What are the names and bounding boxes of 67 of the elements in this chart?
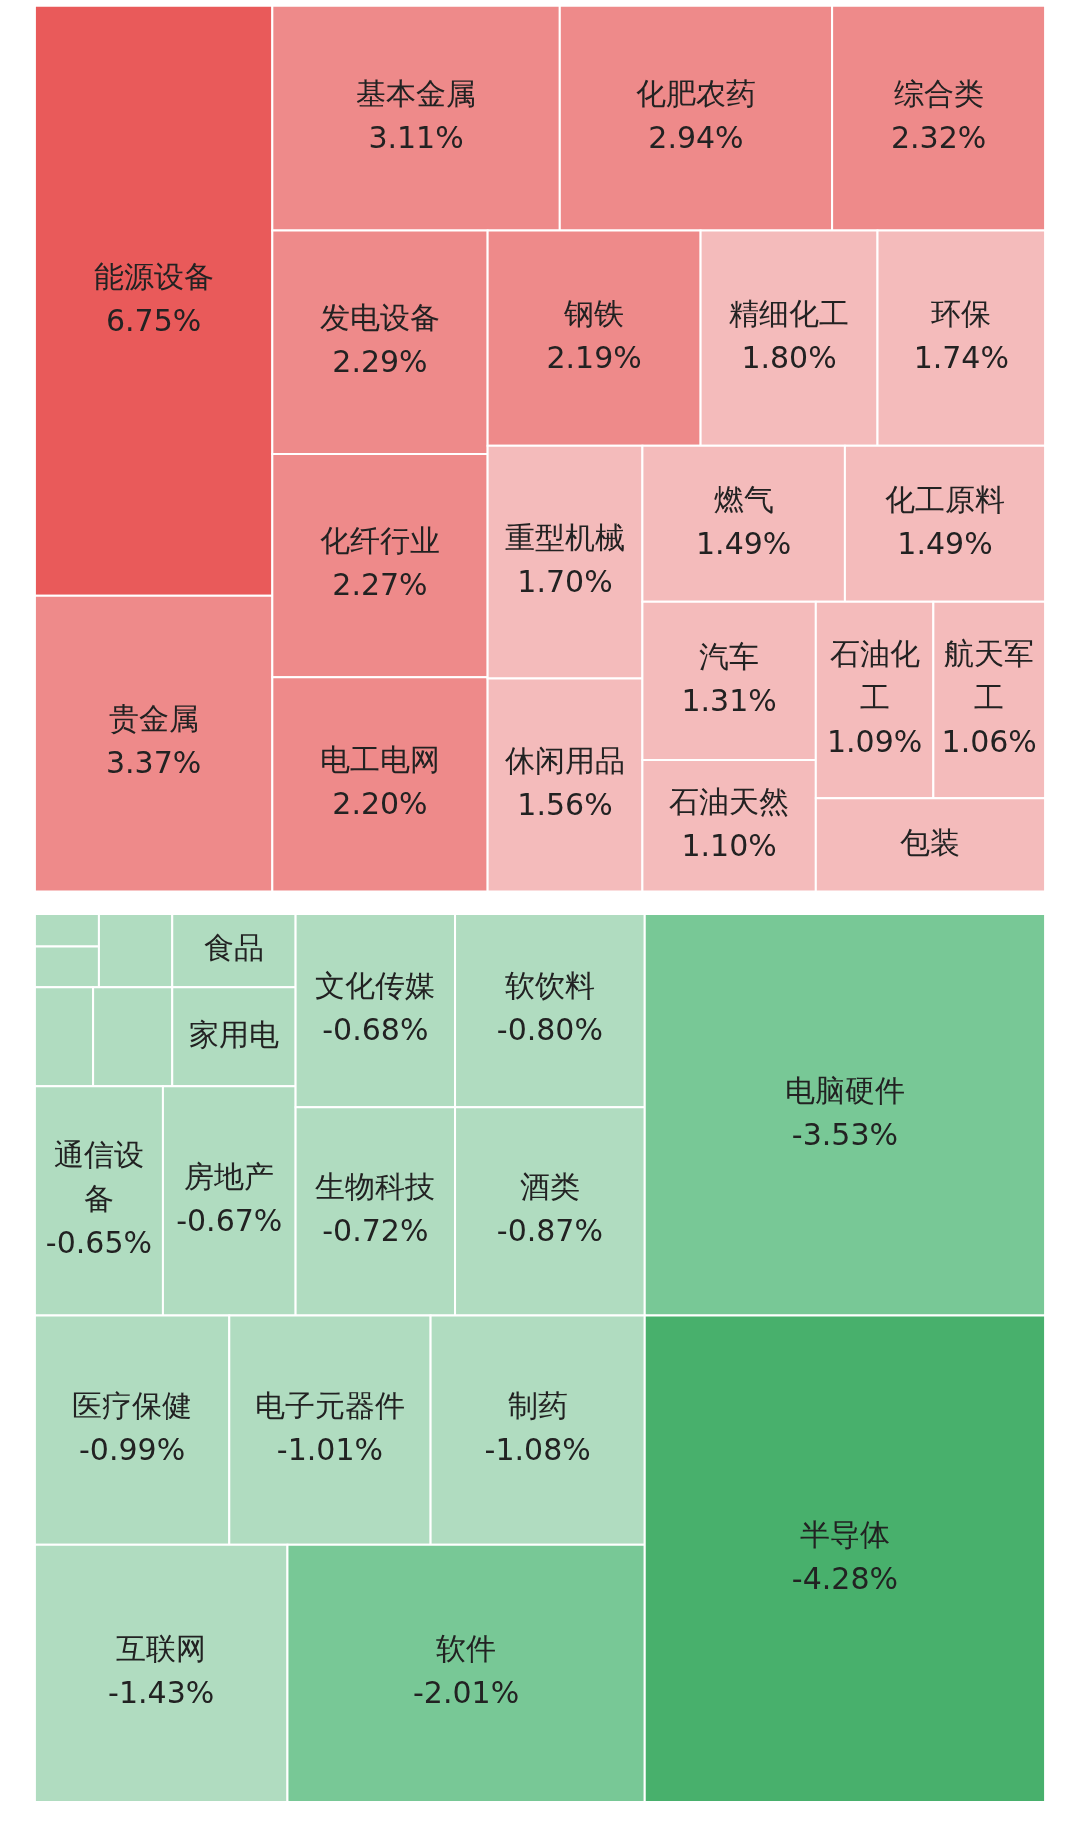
data-label: -3.53% [791, 1116, 898, 1152]
category-label: 生物科技 [315, 1169, 436, 1205]
data-label: 1.49% [696, 525, 792, 561]
data-label: 1.70% [517, 563, 613, 599]
data-label: 2.20% [332, 786, 428, 822]
category-label: 包装 [900, 824, 961, 860]
data-label: -4.28% [791, 1560, 898, 1596]
category-label: 家用电 [188, 1016, 279, 1052]
data-label: 6.75% [105, 302, 202, 338]
data-label: 1.56% [517, 786, 613, 822]
data-label: -1.01% [276, 1431, 384, 1467]
category-label: 发电设备 [319, 299, 440, 335]
category-label: 通信设备 [53, 1136, 144, 1216]
category-label: 电工电网 [319, 742, 440, 778]
category-label: 环保 [931, 295, 992, 331]
data-label: -0.68% [322, 1012, 429, 1048]
category-label: 石油天然 [669, 783, 790, 819]
data-label: 1.31% [681, 682, 777, 718]
category-label: 燃气 [713, 481, 774, 517]
data-label: 1.74% [913, 339, 1009, 375]
data-label: -0.80% [496, 1012, 603, 1048]
category-label: 钢铁 [563, 295, 625, 331]
data-label: 2.19% [546, 339, 642, 375]
category-label: 休闲用品 [505, 742, 626, 778]
category-label: 电脑硬件 [784, 1072, 905, 1108]
data-label: -1.08% [484, 1431, 591, 1467]
category-label: 精细化工 [729, 295, 850, 331]
category-label: 食品 [203, 930, 264, 966]
data-label: 1.06% [941, 723, 1037, 759]
category-label: 软件 [436, 1631, 497, 1667]
category-label: 房地产 [184, 1158, 275, 1194]
category-label: 制药 [507, 1387, 568, 1423]
data-label: 2.32% [890, 119, 987, 155]
data-label: -0.72% [322, 1213, 429, 1249]
data-label: -0.65% [45, 1224, 152, 1260]
category-label: 基本金属 [356, 75, 477, 111]
category-label: 重型机械 [505, 519, 626, 555]
data-label: 1.80% [741, 339, 837, 375]
category-label: 石油化工 [829, 635, 920, 715]
data-label: 1.09% [826, 723, 923, 759]
category-label: 贵金属 [108, 701, 199, 737]
category-label: 电子元器件 [254, 1387, 405, 1423]
category-label: 文化传媒 [315, 968, 436, 1004]
data-label: -2.01% [413, 1675, 520, 1711]
data-label: 2.94% [648, 119, 744, 155]
category-label: 软饮料 [504, 968, 595, 1004]
data-label: 3.37% [105, 745, 202, 781]
category-label: 化肥农药 [635, 75, 756, 111]
category-label: 航天军工 [944, 635, 1035, 715]
category-label: 医疗保健 [72, 1387, 193, 1423]
data-label: 2.27% [332, 567, 428, 603]
data-label: 2.29% [332, 343, 428, 379]
data-label: -1.43% [108, 1675, 215, 1711]
data-label: -0.67% [176, 1202, 283, 1238]
data-label: -0.99% [79, 1431, 186, 1467]
data-label: 1.49% [897, 525, 993, 561]
category-label: 化工原料 [885, 481, 1005, 517]
category-label: 汽车 [699, 638, 760, 674]
category-label: 能源设备 [93, 258, 214, 294]
category-label: 化纤行业 [319, 523, 440, 559]
category-label: 综合类 [893, 75, 984, 111]
category-label: 半导体 [799, 1516, 890, 1552]
category-label: 酒类 [519, 1169, 580, 1205]
data-label: 3.11% [368, 119, 464, 155]
data-label: 1.10% [681, 827, 777, 863]
data-label: -0.87% [496, 1213, 603, 1249]
category-label: 互联网 [116, 1631, 207, 1667]
